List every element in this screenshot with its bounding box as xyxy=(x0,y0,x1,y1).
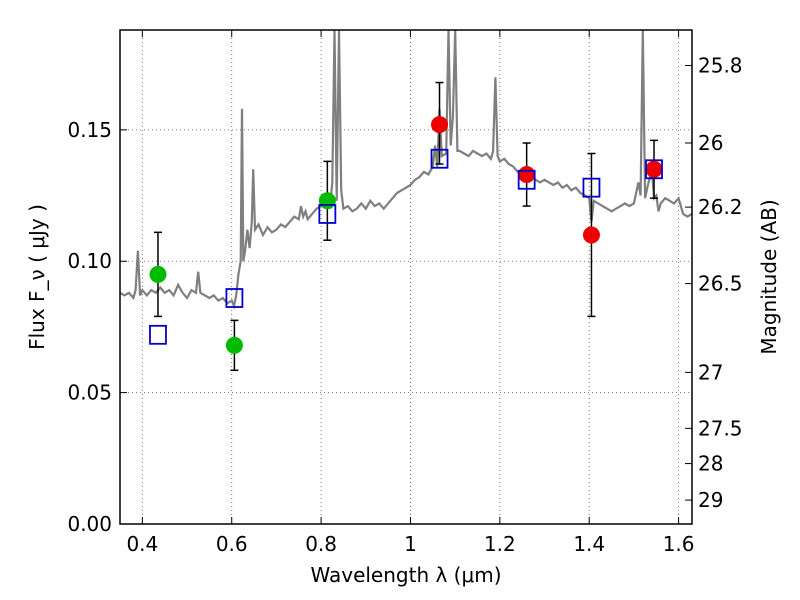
axis-labels: 0.4 0.6 0.8 1 1.2 1.4 1.6 0.00 0.05 0.10 0.15 25.8 2… xyxy=(25,53,781,587)
mag-tick-label: 26.5 xyxy=(698,272,743,296)
model-flux-square xyxy=(582,177,601,198)
x-tick-label: 1 xyxy=(404,532,417,556)
data-point xyxy=(582,226,600,244)
model-spectrum-line xyxy=(120,30,692,310)
model-flux-square xyxy=(645,159,663,180)
y-tick-label: 0.10 xyxy=(67,249,112,273)
grid-lines xyxy=(120,30,692,524)
mag-tick-label: 27 xyxy=(698,360,723,384)
x-tick-label: 0.6 xyxy=(216,532,248,556)
data-point xyxy=(518,166,536,184)
data-point xyxy=(225,336,243,354)
mag-tick-label: 26 xyxy=(698,131,723,155)
model-flux-square xyxy=(225,288,244,308)
y-axis-title: Flux F_ν ( μJy ) xyxy=(25,204,49,350)
mag-tick-label: 28 xyxy=(698,452,723,476)
model-flux-square xyxy=(517,169,536,190)
mag-tick-label: 25.8 xyxy=(698,53,743,77)
mag-tick-label: 29 xyxy=(698,488,723,512)
model-flux-square xyxy=(149,324,167,345)
x-tick-label: 1.4 xyxy=(573,532,605,556)
y-tick-label: 0.15 xyxy=(67,118,112,142)
data-point xyxy=(431,116,449,134)
x-tick-label: 1.6 xyxy=(663,532,695,556)
mag-tick-label: 27.5 xyxy=(698,416,743,440)
axis-ticks xyxy=(120,30,692,525)
x-tick-label: 1.2 xyxy=(484,532,516,556)
y-axis-right-title: Magnitude (AB) xyxy=(757,199,781,354)
x-tick-label: 0.4 xyxy=(126,532,158,556)
data-point xyxy=(318,192,336,210)
model-flux-square xyxy=(430,148,449,169)
y-tick-label: 0.05 xyxy=(67,381,112,405)
data-point xyxy=(149,265,167,283)
x-tick-label: 0.8 xyxy=(305,532,337,556)
data-point xyxy=(645,160,663,178)
mag-tick-label: 26.2 xyxy=(698,195,743,219)
y-tick-label: 0.00 xyxy=(67,512,112,536)
plot-frame xyxy=(119,29,693,525)
photometry-points xyxy=(149,81,663,372)
model-spectrum xyxy=(120,30,692,310)
x-axis-title: Wavelength λ (μm) xyxy=(310,563,501,587)
model-flux-square xyxy=(318,204,337,224)
